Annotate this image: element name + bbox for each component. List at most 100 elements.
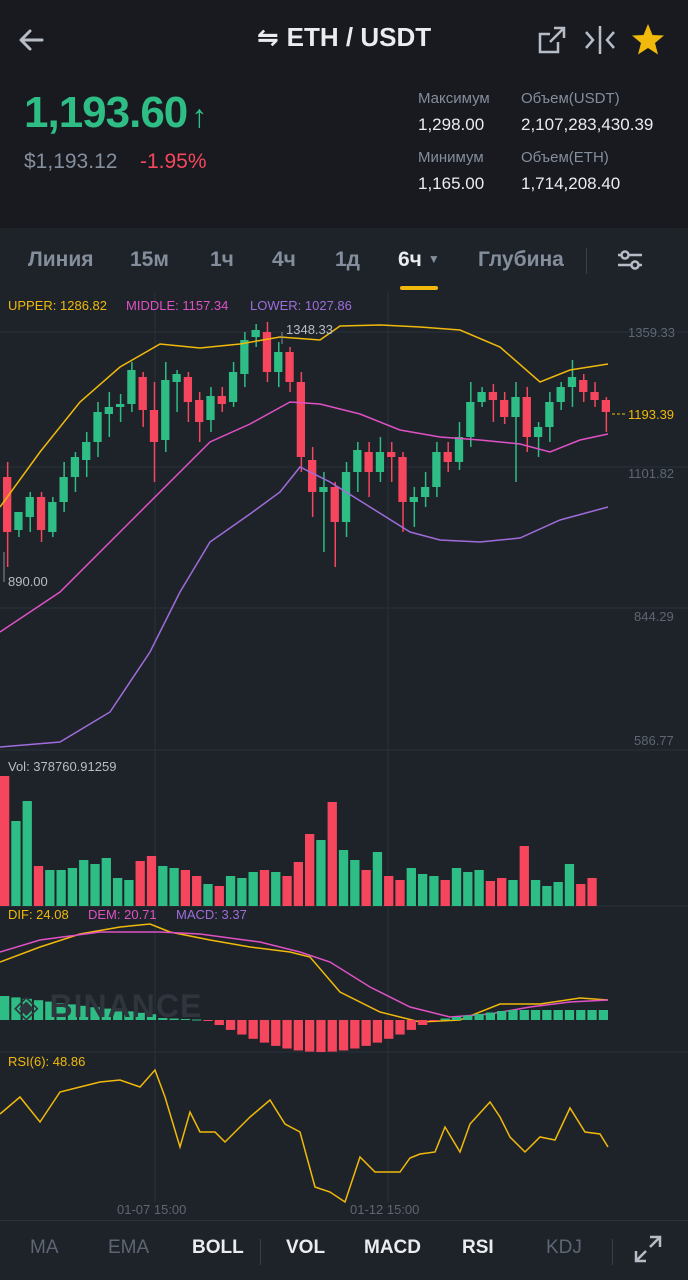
- low-label: Минимум: [418, 149, 484, 166]
- back-arrow-icon[interactable]: [12, 20, 52, 60]
- kline-chart[interactable]: UPPER: 1286.82 MIDDLE: 1157.34 LOWER: 10…: [0, 292, 688, 1220]
- indicator-boll[interactable]: BOLL: [192, 1237, 244, 1258]
- indicator-ma[interactable]: MA: [30, 1237, 59, 1258]
- candle-body: [522, 397, 531, 437]
- macd-histogram-bar: [192, 1019, 202, 1021]
- tab-15m[interactable]: 15м: [130, 248, 169, 271]
- tab-depth[interactable]: Глубина: [478, 248, 564, 271]
- macd-histogram-bar: [237, 1020, 247, 1035]
- candle-body: [161, 380, 170, 440]
- macd-histogram-bar: [112, 1010, 123, 1020]
- fullscreen-expand-icon[interactable]: [628, 1229, 668, 1269]
- high-price-mark: 1348.33: [286, 322, 333, 337]
- candle-body: [500, 400, 509, 417]
- volume-bar: [259, 870, 270, 906]
- indicator-kdj[interactable]: KDJ: [546, 1237, 582, 1258]
- macd-histogram-bar: [124, 1011, 134, 1020]
- boll-upper-line: [0, 324, 609, 508]
- candle-body: [601, 400, 610, 412]
- candle-body: [206, 396, 215, 420]
- candle-body: [387, 452, 396, 457]
- share-icon[interactable]: [532, 20, 572, 60]
- indicator-macd[interactable]: MACD: [364, 1237, 421, 1258]
- volume-bar: [33, 866, 44, 906]
- interval-tabs: Линия 15м 1ч 4ч 1д 6ч ▼ Глубина: [0, 230, 688, 292]
- candle-body: [82, 442, 91, 460]
- pair-title[interactable]: ⇋ ETH / USDT: [0, 22, 688, 53]
- favorite-star-icon[interactable]: [628, 20, 668, 60]
- candle-body: [14, 512, 23, 530]
- tab-6h[interactable]: 6ч ▼: [398, 248, 440, 271]
- boll-lower-label: LOWER: 1027.86: [250, 298, 352, 313]
- candle-body: [398, 457, 407, 502]
- macd-histogram-bar: [485, 1012, 496, 1020]
- bollinger-bands: [0, 324, 609, 748]
- macd-histogram-bar: [384, 1020, 394, 1039]
- volume-bar: [305, 834, 315, 906]
- swap-icon: ⇋: [256, 22, 279, 52]
- volume-bars: [0, 776, 597, 906]
- volume-bar: [508, 880, 518, 906]
- y-axis-label: 586.77: [634, 733, 674, 748]
- tab-line[interactable]: Линия: [28, 248, 94, 271]
- kline-chart-canvas[interactable]: [0, 292, 688, 1220]
- macd-dif-line: [0, 923, 609, 1023]
- macd-histogram-bar: [327, 1020, 337, 1052]
- candle-body: [567, 377, 577, 387]
- vol-usdt-value: 2,107,283,430.39: [521, 115, 654, 134]
- candle-body: [251, 330, 260, 337]
- macd-histogram-bar: [530, 1010, 541, 1020]
- macd-histogram-bar: [67, 1004, 78, 1020]
- macd-histogram-bar: [372, 1020, 383, 1043]
- candle-body: [420, 487, 430, 497]
- tab-1h[interactable]: 1ч: [210, 248, 234, 271]
- tab-4h[interactable]: 4ч: [272, 248, 296, 271]
- boll-upper-label: UPPER: 1286.82: [8, 298, 108, 313]
- volume-bar: [225, 876, 236, 906]
- tab-1d[interactable]: 1д: [335, 248, 361, 271]
- macd-histogram-bar: [11, 997, 21, 1020]
- macd-histogram-bar: [440, 1018, 450, 1020]
- macd-dem-label: DEM: 20.71: [88, 907, 157, 922]
- macd-series: [0, 923, 609, 1052]
- indicator-vol[interactable]: VOL: [286, 1237, 326, 1258]
- macd-histogram-bar: [79, 1005, 89, 1020]
- volume-bar: [90, 864, 100, 906]
- compare-icon[interactable]: [580, 20, 620, 60]
- volume-bar: [146, 856, 157, 906]
- candle-body: [59, 477, 68, 502]
- dropdown-caret-icon: ▼: [427, 252, 440, 266]
- candle-body: [172, 374, 181, 382]
- y-axis-label: 1101.82: [628, 466, 675, 481]
- macd-histogram-bar: [203, 1020, 213, 1021]
- y-axis-label: 1359.33: [628, 325, 675, 340]
- boll-middle-label: MIDDLE: 1157.34: [126, 298, 229, 313]
- current-price-label: 1193.39: [628, 407, 675, 422]
- volume-bar: [169, 868, 179, 906]
- vol-eth-label: Объем(ETH): [521, 149, 609, 166]
- volume-bar: [485, 881, 496, 906]
- macd-histogram-bar: [564, 1010, 575, 1020]
- candlestick-series: [3, 322, 610, 567]
- indicator-ema[interactable]: EMA: [108, 1237, 150, 1258]
- macd-histogram-bar: [0, 996, 10, 1020]
- volume-bar: [440, 880, 450, 906]
- volume-bar: [395, 880, 405, 906]
- candle-body: [330, 487, 339, 522]
- candle-body: [183, 377, 193, 402]
- macd-value-label: MACD: 3.37: [176, 907, 247, 922]
- macd-histogram-bar: [56, 1003, 66, 1020]
- macd-histogram-bar: [350, 1020, 360, 1049]
- volume-bar: [135, 861, 145, 906]
- macd-histogram-bar: [474, 1014, 484, 1020]
- volume-label: Vol: 378760.91259: [8, 759, 117, 774]
- volume-bar: [79, 860, 89, 906]
- settings-sliders-icon[interactable]: [610, 240, 650, 280]
- macd-histogram-bar: [316, 1020, 326, 1052]
- volume-bar: [463, 872, 473, 906]
- indicator-rsi[interactable]: RSI: [462, 1237, 494, 1258]
- candle-body: [341, 472, 351, 522]
- macd-histogram-bar: [158, 1018, 168, 1020]
- chart-grid: [0, 292, 688, 1202]
- volume-bar: [338, 850, 349, 906]
